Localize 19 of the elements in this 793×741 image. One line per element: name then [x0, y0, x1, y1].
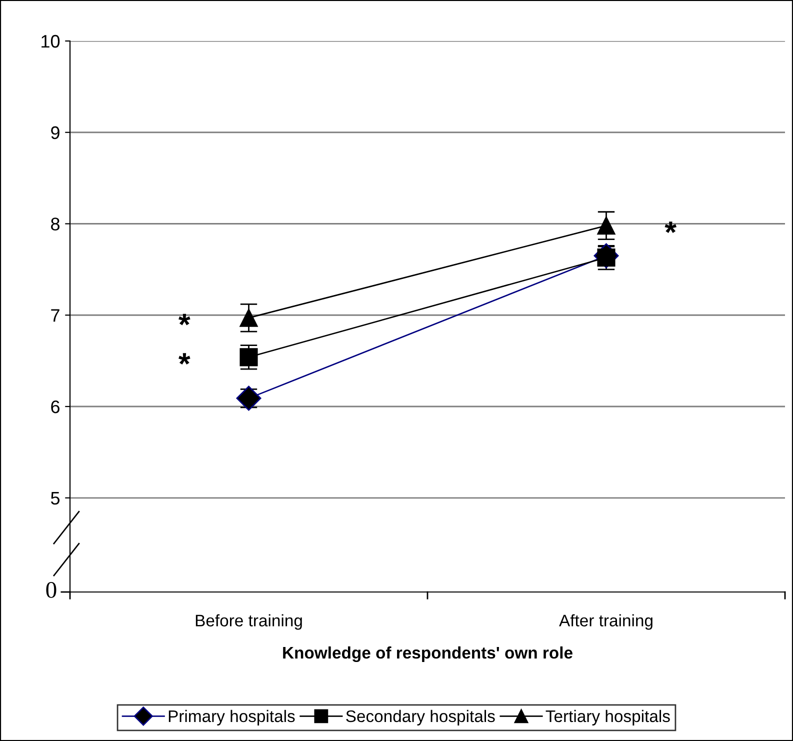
point: [240, 308, 258, 327]
legend-label: Primary hospitals: [168, 710, 295, 726]
y-tick-label: 5: [50, 492, 60, 505]
point: [240, 348, 258, 366]
text: 0: [46, 582, 56, 598]
x-tick-label: After training: [559, 614, 652, 630]
y-tick-label: 8: [51, 218, 60, 230]
annotation: *: [178, 314, 190, 326]
x-tick-label: Before training: [196, 614, 302, 630]
y-tick-label: 7: [51, 309, 60, 322]
y-tick-label: 9: [51, 126, 60, 140]
x-axis-title: Knowledge of respondents' own role: [283, 646, 572, 662]
y-tick-label: 10: [42, 34, 60, 48]
annotation: *: [664, 222, 677, 233]
annotation: *: [178, 353, 190, 365]
y-tick-label: 6: [51, 400, 60, 414]
legend-label: Secondary hospitals: [346, 710, 495, 726]
point: [597, 216, 616, 235]
legend-label: Tertiary hospitals: [546, 710, 670, 726]
